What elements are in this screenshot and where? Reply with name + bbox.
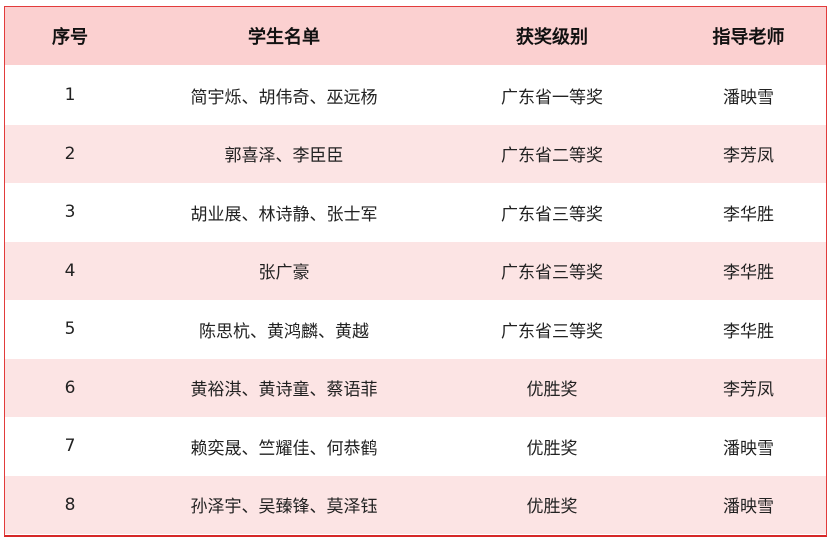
- table-header: 序号 学生名单 获奖级别 指导老师: [5, 7, 826, 67]
- cell-students: 陈思杭、黄鸿麟、黄越: [199, 321, 369, 342]
- table-row: 3 胡业展、林诗静、张士军 广东省三等奖 李华胜: [5, 184, 826, 242]
- cell-students: 赖奕晟、竺耀佳、何恭鹤: [190, 438, 378, 459]
- cell-index: 3: [64, 202, 76, 223]
- cell-index: 7: [64, 436, 76, 457]
- cell-award-level: 广东省一等奖: [501, 87, 603, 108]
- awards-table: 序号 学生名单 获奖级别 指导老师 1 简宇烁、胡伟奇、巫远杨 广东省一等奖 潘映雪 2…: [4, 6, 827, 537]
- header-index: 序号: [52, 26, 88, 48]
- cell-students: 郭喜泽、李臣臣: [224, 146, 344, 167]
- table-row: 7 赖奕晟、竺耀佳、何恭鹤 优胜奖 潘映雪: [5, 418, 826, 476]
- cell-advisor: 李芳凤: [723, 380, 774, 401]
- cell-award-level: 广东省三等奖: [501, 321, 603, 342]
- cell-advisor: 潘映雪: [723, 87, 774, 108]
- cell-index: 2: [64, 143, 76, 164]
- cell-award-level: 优胜奖: [526, 497, 578, 518]
- cell-award-level: 广东省三等奖: [501, 204, 603, 225]
- cell-index: 8: [64, 494, 76, 515]
- cell-award-level: 优胜奖: [526, 438, 578, 459]
- cell-advisor: 李芳凤: [723, 146, 774, 167]
- table-row: 5 陈思杭、黄鸿麟、黄越 广东省三等奖 李华胜: [5, 301, 826, 359]
- cell-advisor: 李华胜: [723, 204, 774, 225]
- cell-advisor: 李华胜: [723, 321, 774, 342]
- cell-students: 张广豪: [258, 263, 310, 284]
- cell-award-level: 广东省二等奖: [501, 146, 603, 167]
- header-students: 学生名单: [248, 26, 320, 48]
- table-row: 8 孙泽宇、吴臻锋、莫泽钰 优胜奖 潘映雪: [5, 476, 826, 535]
- cell-index: 4: [64, 260, 76, 281]
- header-advisor: 指导老师: [712, 26, 785, 48]
- cell-advisor: 潘映雪: [723, 438, 774, 459]
- table-row: 6 黄裕淇、黄诗童、蔡语菲 优胜奖 李芳凤: [5, 359, 826, 418]
- cell-index: 5: [64, 319, 76, 340]
- cell-advisor: 李华胜: [723, 263, 774, 284]
- cell-index: 6: [64, 377, 76, 398]
- cell-students: 黄裕淇、黄诗童、蔡语菲: [190, 380, 378, 401]
- cell-index: 1: [64, 85, 76, 106]
- cell-award-level: 优胜奖: [526, 380, 578, 401]
- table-row: 1 简宇烁、胡伟奇、巫远杨 广东省一等奖 潘映雪: [5, 67, 826, 125]
- header-award-level: 获奖级别: [516, 26, 588, 48]
- cell-students: 简宇烁、胡伟奇、巫远杨: [190, 87, 378, 108]
- cell-students: 胡业展、林诗静、张士军: [190, 204, 378, 225]
- table-row: 2 郭喜泽、李臣臣 广东省二等奖 李芳凤: [5, 125, 826, 184]
- table-row: 4 张广豪 广东省三等奖 李华胜: [5, 242, 826, 301]
- cell-award-level: 广东省三等奖: [501, 263, 603, 284]
- cell-advisor: 潘映雪: [723, 497, 774, 518]
- cell-students: 孙泽宇、吴臻锋、莫泽钰: [190, 497, 378, 518]
